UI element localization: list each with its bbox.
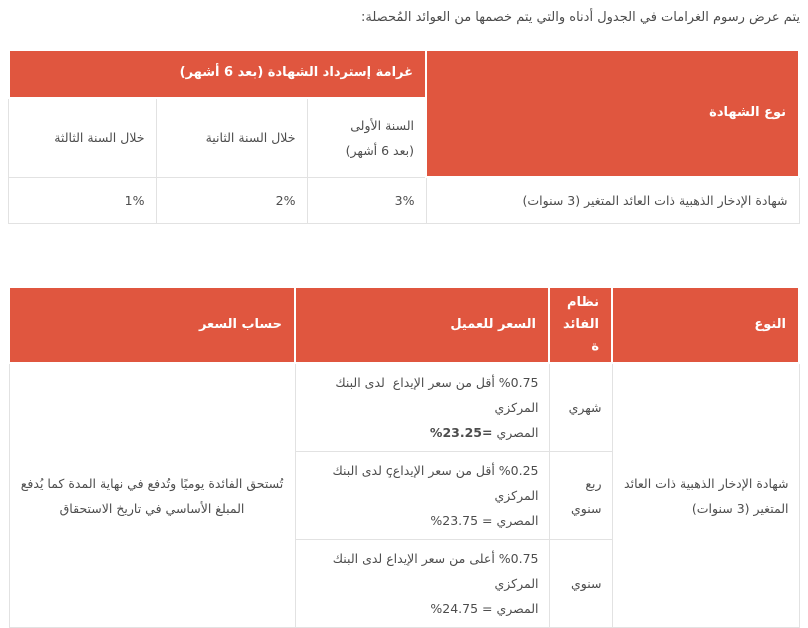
penalty-col-header-year2: خلال السنة الثانية <box>155 97 308 178</box>
penalty-col-header-year3: خلال السنة الثالثة <box>8 97 157 178</box>
rate-monthly-line1: %0.75 أقل من سعر الإيداع لدى البنك المرك… <box>335 375 539 416</box>
intro-text: يتم عرض رسوم الغرامات في الجدول أدناه وا… <box>361 10 800 25</box>
penalty-col-header-year1-line2: (بعد 6 أشهر) <box>345 142 414 158</box>
penalty-header-row-1: نوع الشهادة غرامة إسترداد الشهادة (بعد 6… <box>7 48 800 178</box>
rates-calculation-note: تُستحق الفائدة يوميًا وتُدفع في نهاية ال… <box>8 362 296 628</box>
rates-header-rate-calculation: حساب السعر <box>8 285 296 365</box>
rate-quarterly-line1: %0.25 أقل من سعر الإيداعç لدى البنك المر… <box>332 463 539 504</box>
penalty-col-header-year1: السنة الأولى (بعد 6 أشهر) <box>306 97 427 178</box>
penalty-title-header: غرامة إسترداد الشهادة (بعد 6 أشهر) <box>7 48 428 99</box>
rate-monthly-line2: المصري <box>492 425 539 441</box>
rates-rate-annual: %0.75 أعلى من سعر الإيداع لدى البنك المر… <box>294 539 550 628</box>
penalty-header-row-2: السنة الأولى (بعد 6 أشهر) خلال السنة الثا… <box>8 97 799 178</box>
rates-table: النوع نظام الفائدة السعر للعميل حساب الس… <box>8 285 800 628</box>
rate-monthly-value: =23.25% <box>429 425 493 441</box>
rates-rate-quarterly: %0.25 أقل من سعر الإيداعç لدى البنك المر… <box>294 451 550 541</box>
rates-rate-monthly: %0.75 أقل من سعر الإيداع لدى البنك المرك… <box>294 362 550 453</box>
penalty-col-header-year1-line1: السنة الأولى <box>350 117 414 133</box>
penalty-certificate-name: شهادة الإدخار الذهبية ذات العائد المتغير… <box>425 176 800 224</box>
rate-quarterly-line2: المصري = 23.75% <box>430 513 539 529</box>
penalty-value-year2: 2% <box>155 176 308 224</box>
rates-header-customer-rate: السعر للعميل <box>294 285 550 365</box>
penalty-value-year1: 3% <box>306 176 427 224</box>
rates-system-monthly: شهري <box>548 362 613 453</box>
rate-annual-line2: المصري = 24.75% <box>430 601 539 617</box>
penalty-value-year3: 1% <box>8 176 157 224</box>
rates-header-interest-system: نظام الفائدة <box>548 285 613 365</box>
rates-row-monthly: شهادة الإدخار الذهبية ذات العائد المتغير… <box>8 362 800 628</box>
penalty-certificate-type-header: نوع الشهادة <box>425 48 800 178</box>
rates-certificate-name: شهادة الإدخار الذهبية ذات العائد المتغير… <box>611 362 800 628</box>
penalty-data-row: شهادة الإدخار الذهبية ذات العائد المتغير… <box>8 176 800 224</box>
rates-system-quarterly: ربع سنوي <box>548 451 613 541</box>
penalty-table: نوع الشهادة غرامة إسترداد الشهادة (بعد 6… <box>7 48 800 224</box>
rate-annual-line1: %0.75 أعلى من سعر الإيداع لدى البنك المر… <box>332 551 539 592</box>
rates-header-row: النوع نظام الفائدة السعر للعميل حساب الس… <box>8 285 800 365</box>
rates-header-type: النوع <box>611 285 800 365</box>
rates-system-annual: سنوي <box>548 539 613 628</box>
